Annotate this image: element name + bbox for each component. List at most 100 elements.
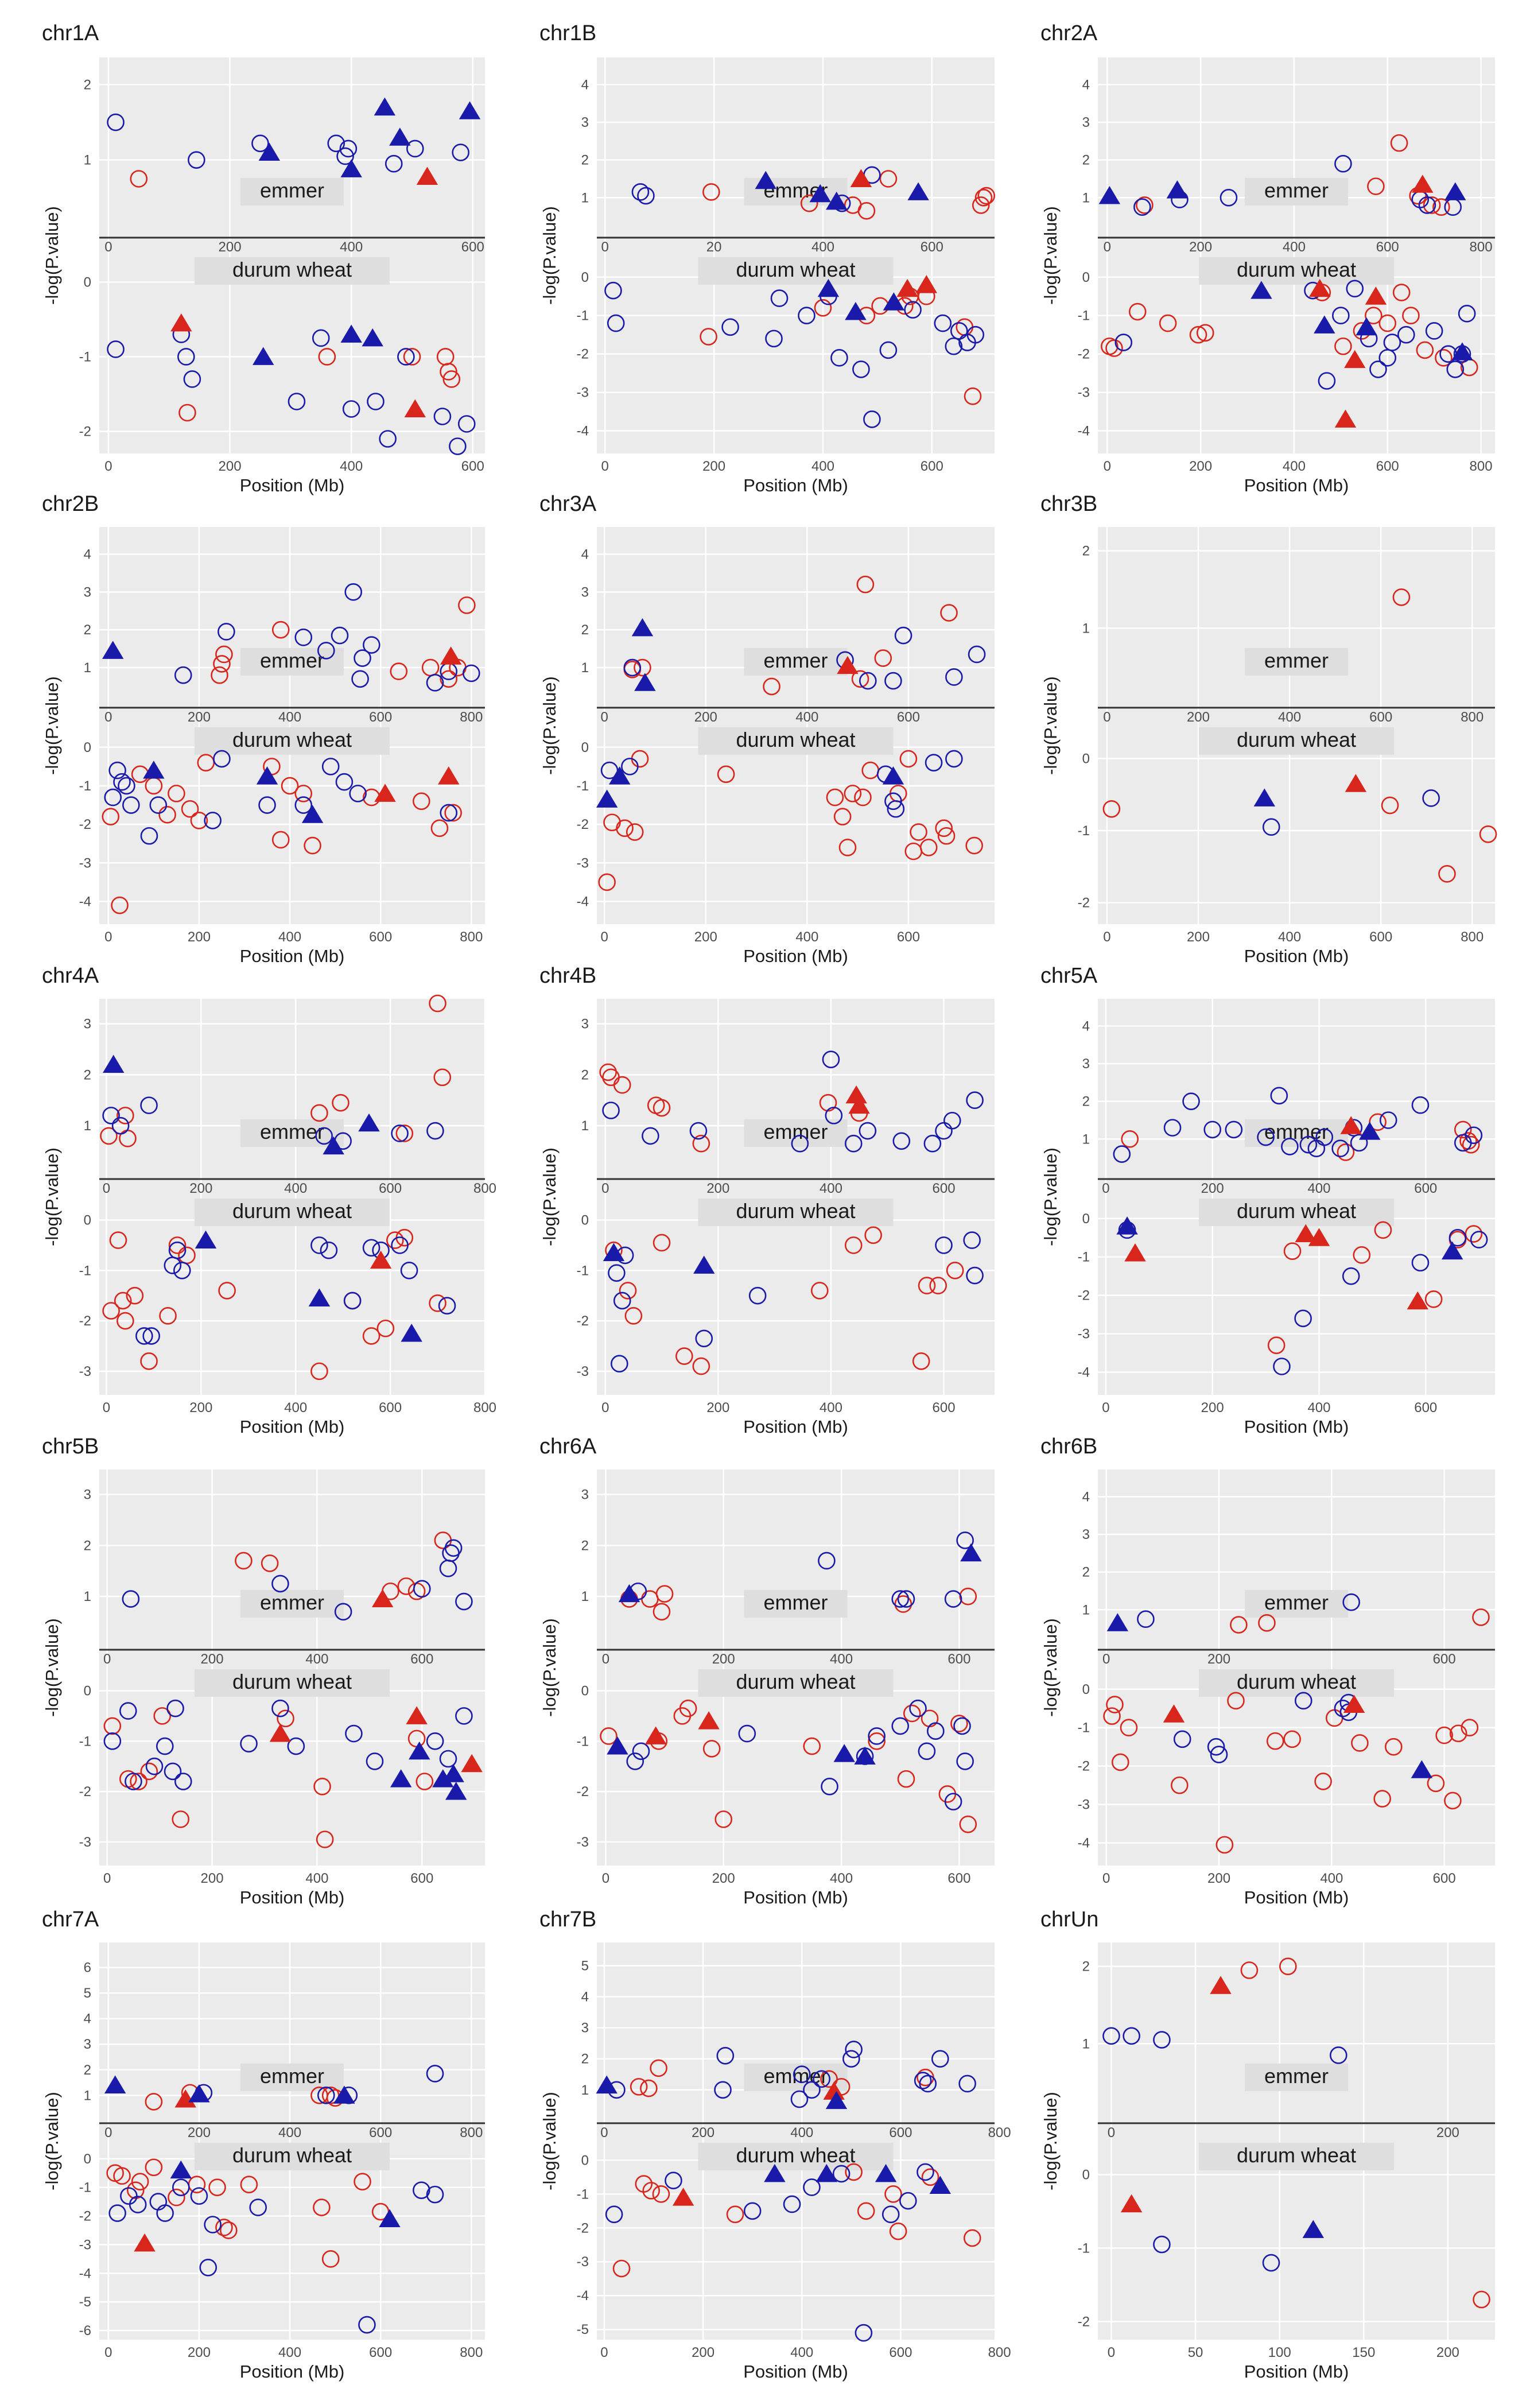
durum-red-triangle-point — [406, 1706, 428, 1724]
x-tick-label-inner: 200 — [1436, 2125, 1459, 2141]
y-tick-label: 4 — [1082, 77, 1090, 92]
durum-red-circle-point — [935, 819, 953, 837]
x-tick-label-inner: 0 — [103, 1181, 110, 1196]
x-tick-label: 0 — [1103, 929, 1110, 945]
durum-blue-circle-point — [945, 337, 963, 355]
panel-title: chr2B — [42, 492, 99, 516]
emmer-blue-triangle-point — [389, 127, 411, 146]
durum-blue-circle-point — [1369, 360, 1387, 378]
durum-blue-circle-point — [891, 1717, 910, 1735]
panel-chr1A: chr1A 1 2 -2 -1 0 0 0 200 200 400 400 600 600 Position… — [42, 21, 485, 495]
durum-blue-triangle-point — [432, 1769, 454, 1787]
y-tick-label: 0 — [84, 740, 91, 755]
x-tick-label-inner: 200 — [692, 2125, 714, 2141]
emmer-red-circle-point — [940, 604, 958, 622]
emmer-blue-circle-point — [1379, 1111, 1397, 1129]
durum-blue-circle-point — [798, 307, 815, 325]
durum-red-circle-point — [1378, 314, 1397, 332]
durum-red-circle-point — [316, 1831, 334, 1848]
emmer-blue-triangle-point — [1359, 1122, 1381, 1140]
durum-red-circle-point — [844, 785, 862, 802]
x-tick-label-inner: 400 — [1307, 1181, 1330, 1196]
durum-red-circle-point — [1196, 324, 1214, 342]
durum-blue-circle-point — [413, 2181, 430, 2199]
durum-red-circle-point — [921, 2168, 939, 2186]
durum-blue-triangle-point — [308, 1288, 331, 1307]
durum-blue-triangle-point — [379, 2209, 401, 2227]
durum-blue-circle-point — [695, 1329, 713, 1348]
emmer-label-bg — [744, 1119, 848, 1147]
durum-blue-triangle-point — [1356, 317, 1377, 336]
y-tick-label: -3 — [79, 1364, 91, 1379]
x-tick-label-inner: 600 — [1414, 1181, 1437, 1196]
y-tick-label: 2 — [1082, 1565, 1090, 1580]
x-tick-label: 100 — [1268, 2345, 1291, 2360]
panel-title: chr1B — [539, 21, 596, 45]
emmer-label: emmer — [260, 179, 324, 202]
durum-blue-triangle-point — [409, 1741, 430, 1760]
durum-blue-circle-point — [1458, 305, 1476, 323]
emmer-red-triangle-point — [850, 169, 872, 187]
emmer-red-circle-point — [630, 2078, 648, 2096]
durum-red-triangle-point — [644, 1726, 667, 1744]
x-tick-label: 150 — [1352, 2345, 1375, 2360]
y-axis-label: -log(P.value) — [539, 676, 560, 775]
emmer-red-circle-point — [1432, 198, 1450, 216]
durum-red-circle-point — [430, 819, 449, 837]
durum-blue-triangle-point — [390, 1769, 412, 1787]
x-tick-label-inner: 0 — [104, 709, 112, 725]
emmer-label: emmer — [763, 1120, 828, 1143]
durum-blue-triangle-point — [1253, 788, 1276, 806]
y-tick-label: -2 — [79, 2209, 91, 2224]
emmer-blue-circle-point — [218, 623, 235, 641]
emmer-label-bg — [1245, 1589, 1348, 1618]
durum-red-circle-point — [215, 2219, 233, 2236]
durum-blue-circle-point — [349, 785, 367, 802]
durum-red-circle-point — [1427, 1774, 1445, 1793]
durum-blue-triangle-point — [362, 328, 383, 347]
y-tick-label: -1 — [79, 349, 91, 365]
y-tick-label: -1 — [79, 1263, 91, 1278]
durum-red-triangle-point — [896, 278, 918, 297]
y-tick-label: 3 — [84, 584, 91, 600]
emmer-blue-circle-point — [945, 668, 963, 686]
x-tick-label: 400 — [830, 1871, 853, 1886]
emmer-red-circle-point — [634, 658, 651, 677]
y-tick-label: 3 — [581, 2021, 589, 2036]
durum-blue-circle-point — [632, 1742, 650, 1761]
durum-red-circle-point — [1351, 1734, 1369, 1752]
y-tick-label: 2 — [84, 1538, 91, 1553]
x-tick-label-inner: 200 — [712, 1651, 735, 1667]
durum-blue-triangle-point — [1250, 281, 1272, 299]
durum-red-circle-point — [726, 2205, 744, 2223]
emmer-red-triangle-point — [837, 656, 859, 674]
emmer-blue-triangle-point — [188, 2084, 210, 2103]
durum-red-circle-point — [1106, 1696, 1124, 1713]
emmer-blue-circle-point — [966, 1091, 984, 1110]
y-tick-label: -4 — [79, 2266, 91, 2281]
durum-red-circle-point — [103, 1717, 122, 1735]
durum-blue-circle-point — [240, 1735, 258, 1752]
durum-blue-triangle-point — [596, 789, 618, 808]
x-tick-label: 200 — [706, 1400, 729, 1416]
x-tick-label: 400 — [811, 459, 834, 474]
y-tick-label: -5 — [577, 2322, 589, 2337]
x-tick-label: 600 — [947, 1871, 970, 1886]
durum-blue-circle-point — [1397, 325, 1415, 344]
durum-red-circle-point — [168, 785, 185, 802]
emmer-red-circle-point — [972, 196, 990, 214]
y-tick-label: -1 — [79, 1734, 91, 1749]
x-tick-label-inner: 600 — [1369, 709, 1392, 725]
emmer-blue-circle-point — [891, 1590, 910, 1608]
panel-chr7B: chr7B12345-5-4-3-2-100020020040040060060… — [539, 1907, 1011, 2382]
y-tick-label: 2 — [581, 1538, 589, 1553]
emmer-blue-circle-point — [631, 183, 650, 201]
durum-blue-triangle-point — [693, 1255, 715, 1274]
emmer-blue-circle-point — [294, 629, 313, 646]
x-tick-label: 400 — [1320, 1871, 1343, 1886]
durum-blue-circle-point — [1294, 1309, 1312, 1328]
durum-blue-circle-point — [1262, 818, 1280, 836]
durum-red-circle-point — [1381, 796, 1399, 815]
durum-red-triangle-point — [915, 275, 938, 293]
y-tick-label: -1 — [1078, 1250, 1090, 1265]
